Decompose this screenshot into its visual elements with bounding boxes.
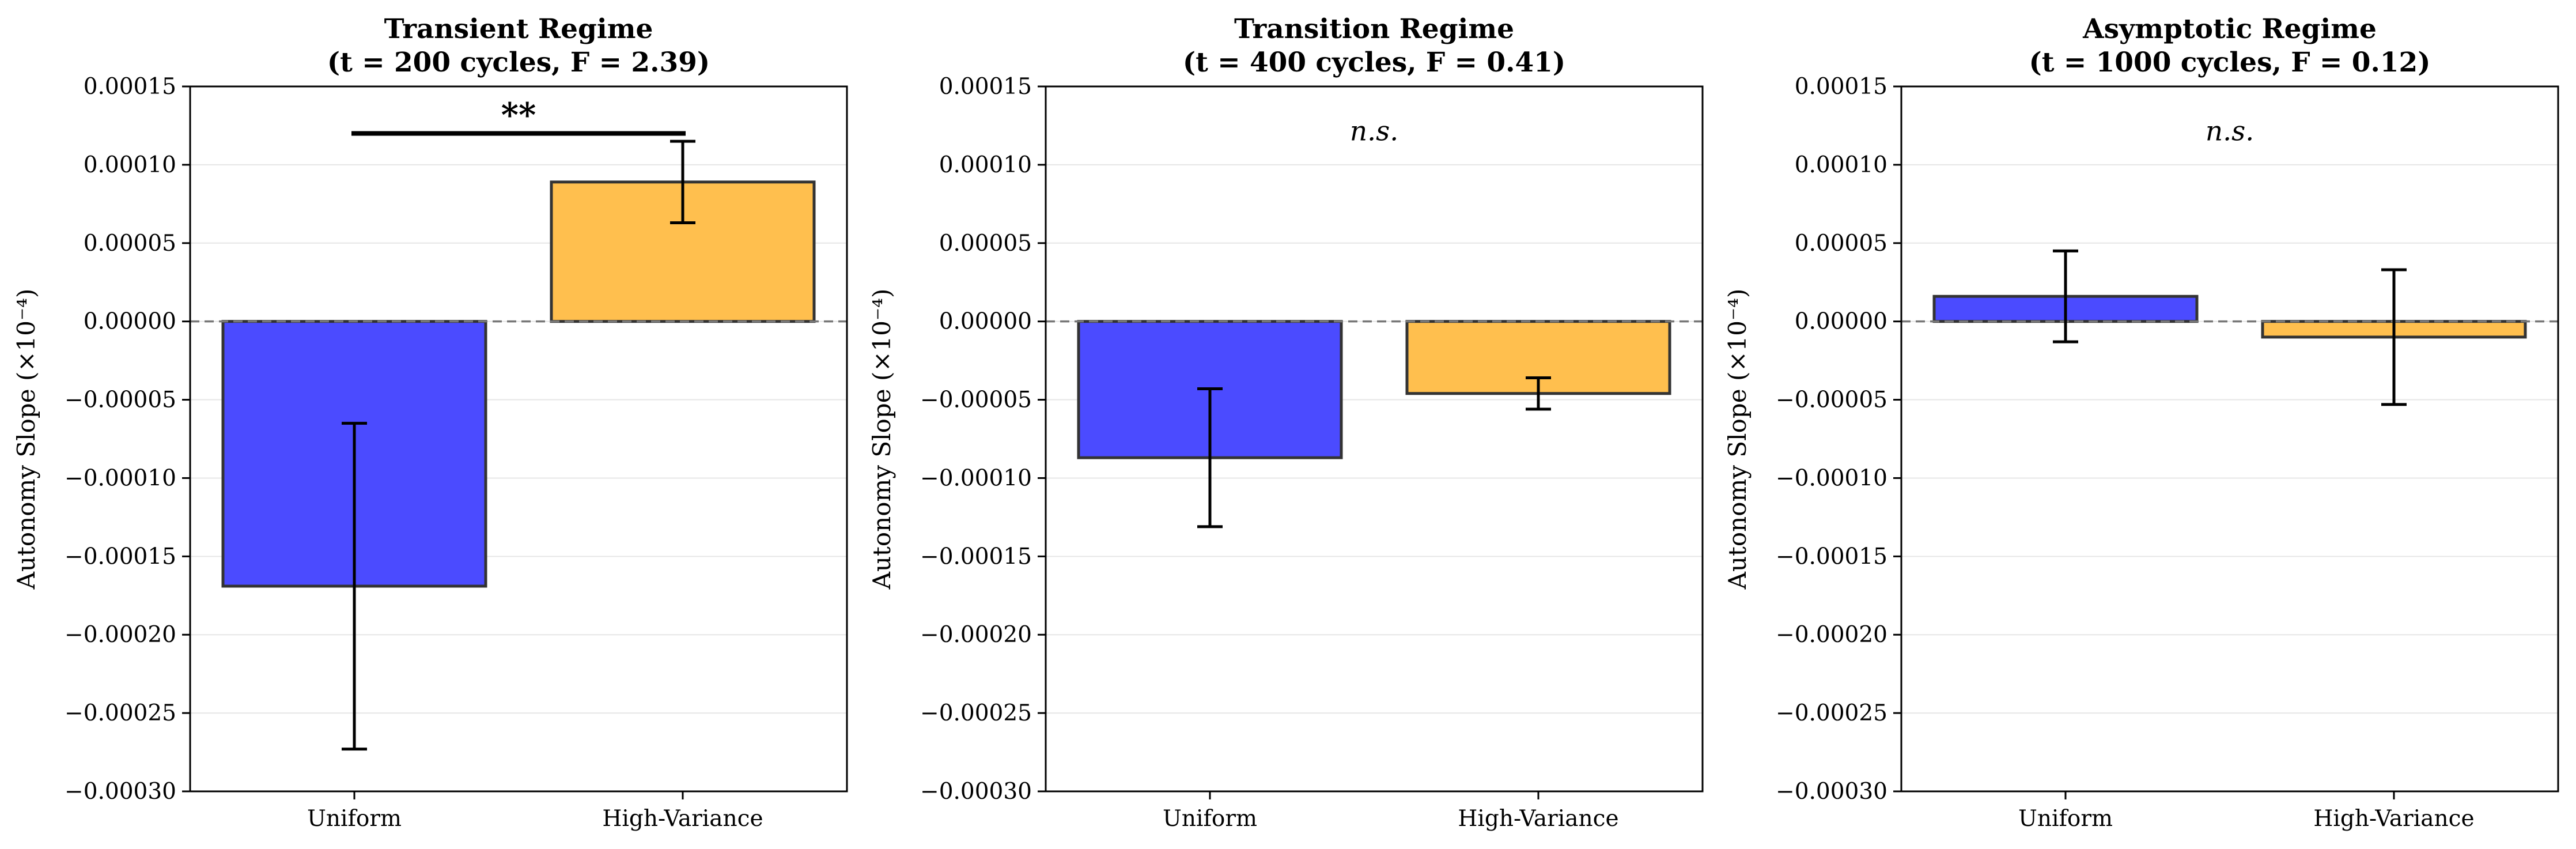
y-tick-label: −0.00010 <box>1776 465 1887 491</box>
x-tick-label: High-Variance <box>2313 806 2474 832</box>
y-tick-label: −0.00015 <box>1776 544 1887 569</box>
x-tick-label: Uniform <box>2018 806 2113 832</box>
axes-frame <box>1045 85 1704 793</box>
y-tick-label: 0.00005 <box>939 231 1032 256</box>
y-axis-label: Autonomy Slope (×10⁻⁴) <box>868 289 896 590</box>
axes-frame <box>189 85 848 793</box>
y-tick-label: −0.00020 <box>65 622 176 648</box>
y-tick-label: −0.00005 <box>1776 387 1887 413</box>
y-axis-label: Autonomy Slope (×10⁻⁴) <box>1723 289 1752 590</box>
y-tick-label: 0.00015 <box>1795 74 1887 100</box>
y-tick-label: −0.00005 <box>65 387 176 413</box>
chart-subtitle: (t = 1000 cycles, F = 0.12) <box>2029 47 2431 78</box>
chart-subtitle: (t = 400 cycles, F = 0.41) <box>1183 47 1565 78</box>
y-tick-label: −0.00010 <box>920 465 1032 491</box>
y-tick-label: 0.00000 <box>939 309 1032 335</box>
x-tick-label: Uniform <box>307 806 402 832</box>
y-tick-label: 0.00000 <box>1795 309 1887 335</box>
x-tick-label: High-Variance <box>1458 806 1618 832</box>
chart-title: Transient Regime <box>384 13 653 45</box>
y-tick-label: −0.00020 <box>1776 622 1887 648</box>
y-tick-label: −0.00030 <box>1776 779 1887 805</box>
y-tick-label: −0.00025 <box>920 700 1032 726</box>
y-axis-label: Autonomy Slope (×10⁻⁴) <box>12 289 40 590</box>
y-tick-label: −0.00010 <box>65 465 176 491</box>
y-tick-label: −0.00005 <box>920 387 1032 413</box>
significance-label: ** <box>501 96 536 135</box>
y-tick-label: −0.00025 <box>1776 700 1887 726</box>
chart-title: Asymptotic Regime <box>2082 13 2377 45</box>
y-tick-label: 0.00010 <box>84 152 176 178</box>
axes-frame <box>1900 85 2559 793</box>
y-tick-label: −0.00030 <box>65 779 176 805</box>
y-tick-label: −0.00015 <box>65 544 176 569</box>
x-tick-label: Uniform <box>1163 806 1257 832</box>
y-tick-label: 0.00010 <box>939 152 1032 178</box>
y-tick-label: −0.00025 <box>65 700 176 726</box>
y-tick-label: −0.00020 <box>920 622 1032 648</box>
y-tick-label: 0.00000 <box>84 309 176 335</box>
y-tick-label: 0.00005 <box>84 231 176 256</box>
significance-label: n.s. <box>2206 116 2254 148</box>
y-tick-label: −0.00030 <box>920 779 1032 805</box>
y-tick-label: 0.00015 <box>84 74 176 100</box>
significance-label: n.s. <box>1350 116 1398 148</box>
y-tick-label: 0.00010 <box>1795 152 1887 178</box>
y-tick-label: 0.00015 <box>939 74 1032 100</box>
chart-subtitle: (t = 200 cycles, F = 2.39) <box>327 47 710 78</box>
chart-title: Transition Regime <box>1234 13 1514 45</box>
y-tick-label: −0.00015 <box>920 544 1032 569</box>
x-tick-label: High-Variance <box>602 806 763 832</box>
y-tick-label: 0.00005 <box>1795 231 1887 256</box>
